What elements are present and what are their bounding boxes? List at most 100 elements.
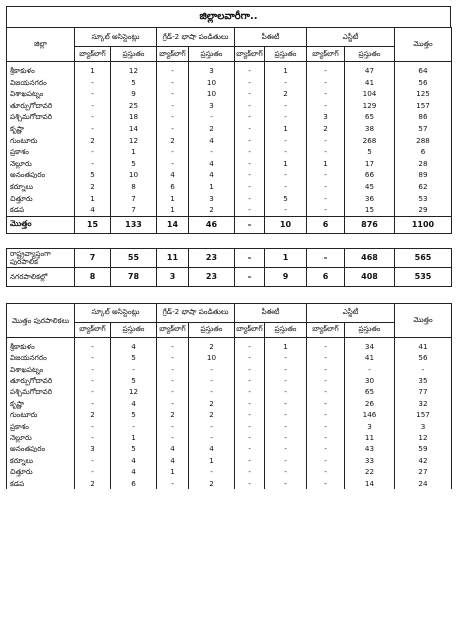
table-cell: 56 — [394, 352, 452, 364]
table-cell: 1 — [156, 192, 189, 205]
table-cell: 3 — [306, 111, 345, 123]
table-cell: - — [156, 397, 189, 410]
table-row: కడప 2 6-2- - -14 24 — [6, 477, 452, 489]
table-row: శ్రీకాకుళం -4-2-1-34 41 — [6, 337, 452, 353]
table-cell: - — [156, 386, 189, 398]
table-cell: 1 — [156, 204, 189, 217]
row-label: పశ్చిమగోదావరి — [6, 386, 75, 398]
table-cell: - — [306, 386, 345, 398]
table-cell: - — [306, 431, 345, 444]
table-row: విశాఖపట్నం -9-10-2-104 125 — [6, 88, 452, 100]
table-cell: 2 — [188, 477, 235, 489]
group-header: స్కూల్ అసిస్టెంట్లు — [74, 302, 157, 323]
table-cell: 10 — [110, 169, 157, 181]
table-cell: 38 — [344, 122, 395, 135]
current-header: ప్రస్తుతం — [110, 46, 157, 62]
table-row: విజయనగరం -5-10- - -41 56 — [6, 76, 452, 89]
table-cell: - — [306, 397, 345, 410]
table-cell: 62 — [394, 180, 452, 193]
table-cell: - — [234, 61, 265, 77]
table-cell: - — [306, 61, 345, 77]
table-cell: - — [234, 477, 265, 489]
table-cell: 4 — [188, 134, 235, 147]
table-cell: 3 — [156, 266, 189, 287]
table-row: పశ్చిమగోదావరి -18- - - -3 65 86 — [6, 111, 452, 123]
table-cell: 2 — [156, 134, 189, 147]
table-row: నెల్లూరు -1- - - - -11 12 — [6, 431, 452, 444]
table-cell: 42 — [394, 454, 452, 467]
table-cell: 27 — [394, 466, 452, 478]
table-cell: - — [264, 397, 307, 410]
current-header: ప్రస్తుతం — [188, 46, 235, 62]
table-cell: 5 — [264, 192, 307, 205]
table-cell: 4 — [110, 466, 157, 478]
table-cell: 12 — [110, 386, 157, 398]
table-cell: 45 — [344, 180, 395, 193]
row-label: విశాఖపట్నం — [6, 363, 75, 375]
table-cell: - — [156, 111, 189, 123]
table-cell: 47 — [344, 61, 395, 77]
table-cell: - — [110, 363, 157, 375]
table-row: చిత్తూరు 1 7 1 3-5-36 53 — [6, 192, 452, 205]
table-cell: 4 — [156, 454, 189, 467]
table-cell: 2 — [156, 409, 189, 421]
table-cell: – — [234, 247, 265, 268]
table-cell: - — [188, 466, 235, 478]
table-cell: 1 — [188, 180, 235, 193]
table-row: విజయనగరం -5-10- - -41 56 — [6, 352, 452, 364]
table-cell: - — [264, 146, 307, 158]
row-label: నెల్లూరు — [6, 431, 75, 444]
current-header: ప్రస్తుతం — [344, 46, 395, 62]
table-cell: 268 — [344, 134, 395, 147]
row-label: తూర్పుగోదావరి — [6, 374, 75, 387]
table-row: కర్నూలు -4 4 1- - -33 42 — [6, 454, 452, 467]
table-cell: 2 — [188, 204, 235, 217]
current-header: ప్రస్తుతం — [110, 321, 157, 338]
table-cell: 14 — [156, 215, 189, 234]
table-cell: 2 — [264, 88, 307, 100]
row-label: కృష్ణా — [6, 122, 75, 135]
table-cell: 25 — [110, 99, 157, 112]
table-cell: - — [234, 466, 265, 478]
table-cell: 876 — [344, 215, 395, 234]
row-label: కడప — [6, 204, 75, 217]
table-cell: 35 — [394, 374, 452, 387]
table-cell: - — [306, 409, 345, 421]
group-header: పీఈటీ — [234, 27, 307, 47]
table-cell: 14 — [110, 122, 157, 135]
table-cell: - — [74, 99, 111, 112]
table-cell: 1 — [264, 61, 307, 77]
table-cell: - — [264, 363, 307, 375]
table-cell: 4 — [156, 169, 189, 181]
table-cell: 7 — [110, 204, 157, 217]
summary-table: రాష్ట్రవ్యాప్తంగా పురపాలిక 7 55 11 23–1–468 5… — [6, 247, 452, 287]
current-header: ప్రస్తుతం — [264, 321, 307, 338]
table-cell: - — [188, 146, 235, 158]
table-row: రాష్ట్రవ్యాప్తంగా పురపాలిక 7 55 11 23–1–468 5… — [6, 247, 452, 268]
current-header: ప్రస్తుతం — [264, 46, 307, 62]
table-cell: - — [306, 466, 345, 478]
table-cell: - — [74, 122, 111, 135]
table-cell: 4 — [188, 169, 235, 181]
table-row: శ్రీకాకుళం 1 12-3-1-47 64 — [6, 61, 452, 77]
table-cell: 59 — [394, 443, 452, 455]
table-cell: 133 — [110, 215, 157, 234]
table-cell: 78 — [110, 266, 157, 287]
table-cell: - — [234, 386, 265, 398]
municipalities-table: మొత్తం పురపాలికలు స్కూల్ అసిస్టెంట్లు గ్… — [6, 302, 452, 489]
table-cell: - — [74, 397, 111, 410]
table-cell: - — [188, 420, 235, 432]
backlog-header: బ్యాక్‌లాగ్ — [234, 321, 265, 338]
table-cell: 1 — [188, 454, 235, 467]
table-cell: 2 — [188, 122, 235, 135]
backlog-header: బ్యాక్‌లాగ్ — [234, 46, 265, 62]
table-cell: - — [306, 88, 345, 100]
current-header: ప్రస్తుతం — [188, 321, 235, 338]
table-cell: 1 — [156, 466, 189, 478]
group-header: పీఈటీ — [234, 302, 307, 323]
table-cell: - — [264, 134, 307, 147]
table-cell: 129 — [344, 99, 395, 112]
table-cell: 77 — [394, 386, 452, 398]
table-cell: 1 — [74, 192, 111, 205]
table-cell: 11 — [344, 431, 395, 444]
